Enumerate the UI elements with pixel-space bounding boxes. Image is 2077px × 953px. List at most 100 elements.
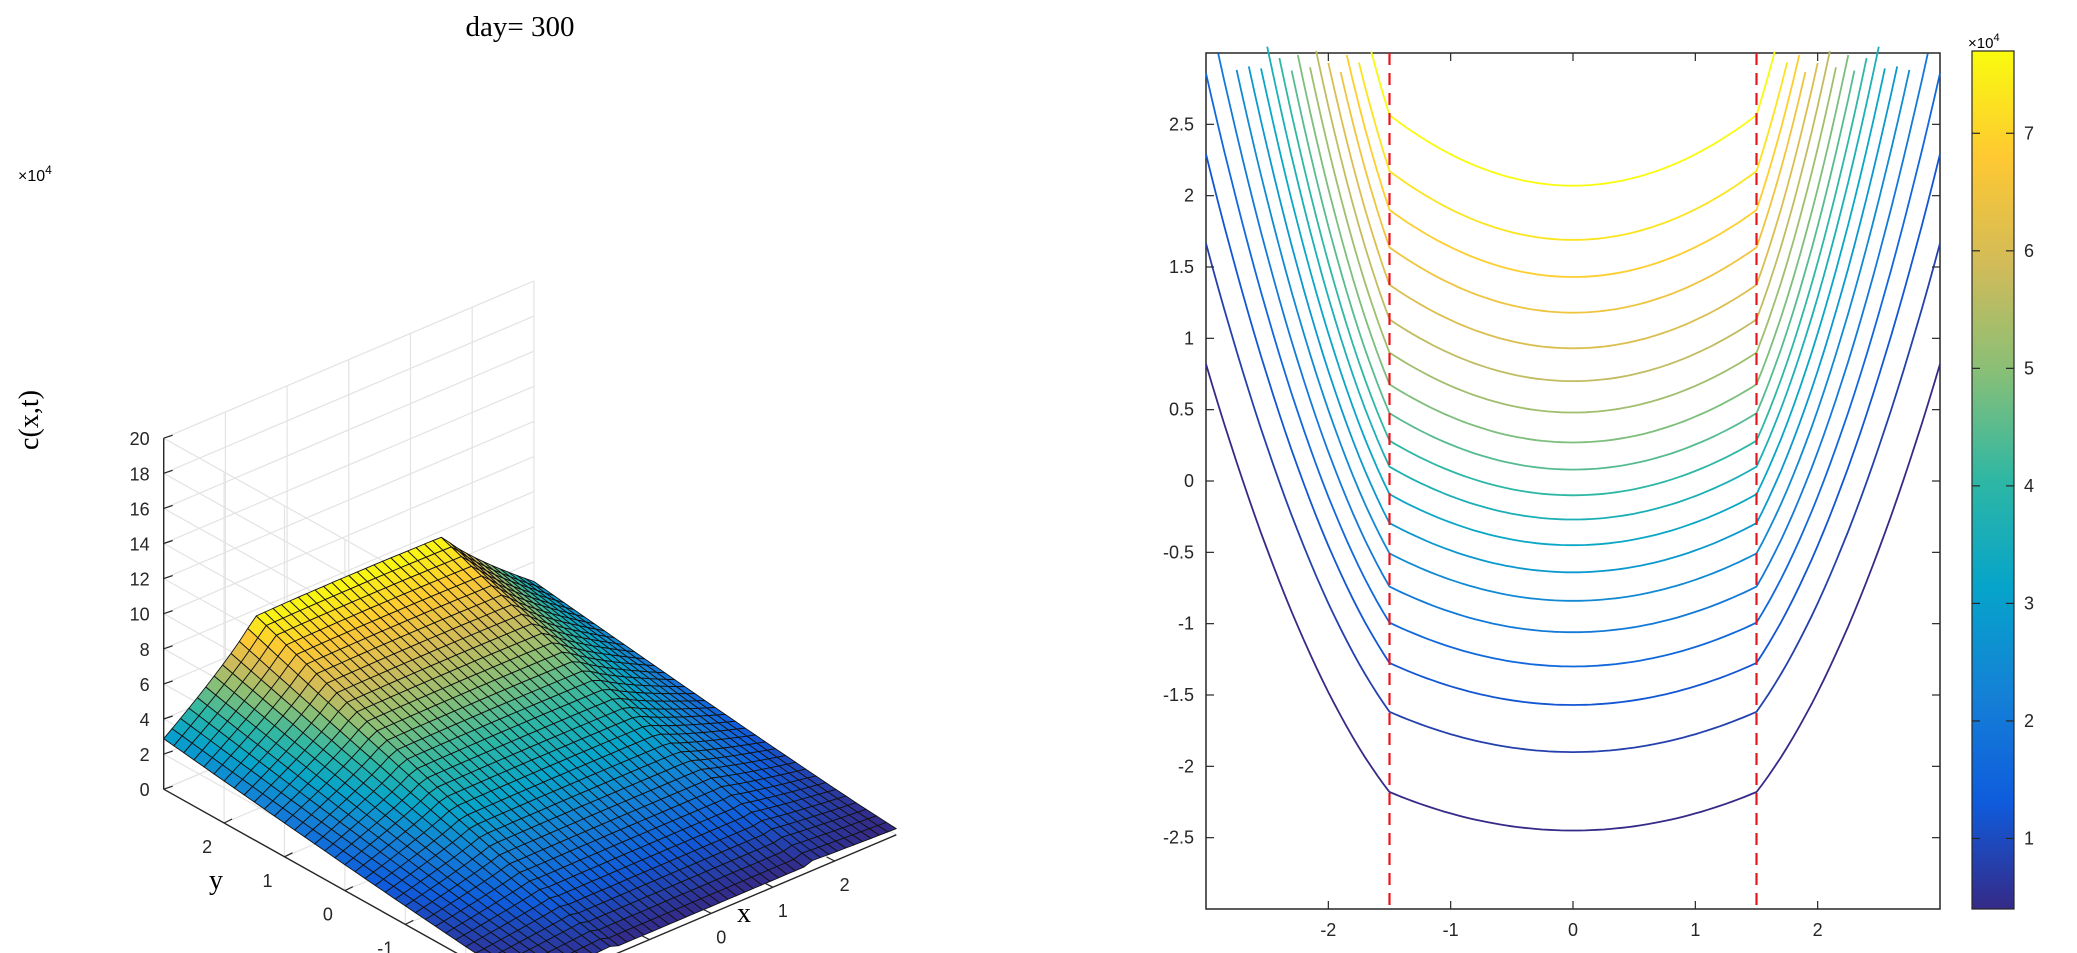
surface-patch [521,948,536,953]
colorbar-tick-label: 2 [2024,711,2034,731]
z-axis-label: c(x,t) [14,390,45,450]
z-tick-label: 10 [130,605,150,625]
contour-line [1205,73,1941,668]
z-exponent-label: ×104 [18,163,52,185]
contour-line [1358,62,1788,241]
contour-ticks: -2 -1 0 1 2 2.5 2 1.5 1 0.5 0 -0.5 -1 -1.5 -2 -2.5 [1163,53,1940,940]
z-tick-label: 12 [130,570,150,590]
contour-line [1370,51,1776,187]
colorbar-tick-label: 3 [2024,593,2034,613]
contour-line [1290,70,1856,471]
contour-line [1247,66,1899,574]
contour-y-tick-label: -1.5 [1163,685,1194,705]
colorbar-ticks: 1 2 3 4 5 6 7 [1972,123,2034,848]
surface-title: day= 300 [466,11,575,43]
z-tick-mark [163,504,173,509]
contour-y-tick-label: -2.5 [1163,828,1194,848]
z-tick-label: 4 [140,710,150,730]
colorbar-tick-label: 6 [2024,241,2034,261]
z-tick-label: 16 [130,499,150,519]
z-tick-mark [163,539,173,545]
x-tick-mark [764,882,774,888]
contour-y-tick-label: -1 [1178,614,1194,634]
z-tick-label: 6 [140,675,150,695]
x-tick-mark [826,856,835,862]
x-tick-mark [641,935,650,941]
x-axis-label: x [737,898,751,929]
contour-line [1339,71,1807,314]
z-tick-mark [163,575,173,580]
z-tick-label: 20 [130,429,150,449]
contour-y-tick-label: -2 [1178,756,1194,776]
y-axis-label: y [209,865,223,896]
z-tick-label: 14 [130,535,150,555]
y-tick-label: -1 [377,938,393,953]
contour-line [1205,153,1941,706]
region-boundary-lines [1388,53,1758,909]
z-tick-label: 2 [140,745,150,765]
contour-line [1235,69,1911,602]
contour-line [1217,53,1929,634]
y-tick-mark [284,852,293,858]
contour-line [1205,243,1941,754]
colorbar: 1 2 3 4 5 6 7 ×104 [1968,32,2034,910]
z-tick-mark [163,680,173,685]
contour-y-tick-label: 1.5 [1169,257,1194,277]
y-tick-mark [223,818,233,824]
colorbar-tick-label: 7 [2024,123,2034,143]
x-tick-mark [702,908,712,914]
z-tick-mark [163,645,173,650]
z-tick-label: 18 [130,464,150,484]
z-tick-mark [163,610,173,615]
contour-axes-box [1205,52,1941,910]
contour-line [1345,54,1801,278]
contour-line [1205,363,1941,832]
contour-x-tick-label: -2 [1320,920,1336,940]
z-tick-mark [163,750,173,755]
colorbar-gradient [1971,50,2015,910]
contour-y-tick-label: 0.5 [1169,400,1194,420]
contour-lines [1205,46,1941,832]
contour-x-tick-label: -1 [1443,920,1459,940]
contour-line [1327,62,1819,350]
contour-line [1309,67,1837,414]
y-tick-mark [405,919,414,925]
colorbar-tick-label: 4 [2024,476,2034,496]
surface-patch [574,946,593,953]
colorbar-exponent-label: ×104 [1968,32,2000,52]
z-tick-label: 0 [140,780,150,800]
contour-x-tick-label: 2 [1813,920,1823,940]
contour-line [1266,46,1880,521]
surface-plot: day= 300 02468101214161820-2-1012-2-1012… [14,11,897,953]
z-tick-mark [163,469,173,474]
y-tick-label: 2 [202,837,212,857]
surface-patch [877,821,897,833]
contour-line [1315,50,1831,383]
contour-y-tick-label: 0 [1184,471,1194,491]
surface-patch [502,946,521,953]
y-tick-mark [344,886,354,892]
surface-mesh [163,536,897,953]
contour-y-tick-label: 1 [1184,328,1194,348]
surface-patch [475,948,492,953]
contour-plot: -2 -1 0 1 2 2.5 2 1.5 1 0.5 0 -0.5 -1 -1.5 -2 -2.5 [1163,46,1941,940]
z-tick-mark [163,434,173,439]
colorbar-tick-label: 5 [2024,358,2034,378]
x-tick-label: 0 [716,927,726,947]
contour-y-tick-label: 2 [1184,186,1194,206]
z-tick-mark [163,785,173,790]
contour-y-tick-label: 2.5 [1169,114,1194,134]
colorbar-tick-label: 1 [2024,828,2034,848]
y-tick-label: 1 [262,871,272,891]
contour-line [1278,57,1868,497]
x-tick-label: 2 [840,875,850,895]
y-tick-label: 0 [323,905,333,925]
contour-line [1260,68,1886,547]
contour-y-tick-label: -0.5 [1163,542,1194,562]
surface-patch [547,947,564,953]
contour-x-tick-label: 0 [1568,920,1578,940]
z-tick-label: 8 [140,640,150,660]
contour-x-tick-label: 1 [1690,920,1700,940]
